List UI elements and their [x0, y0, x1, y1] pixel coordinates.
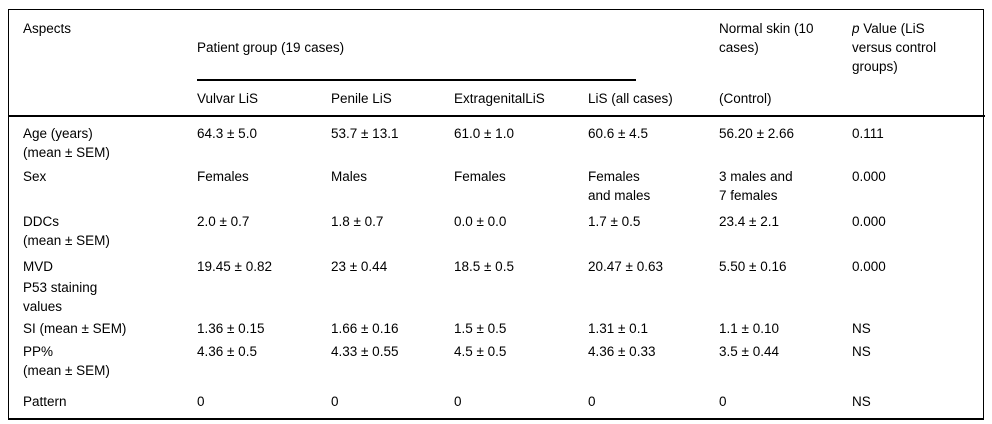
table-cell: [331, 276, 454, 316]
table-cell: Females and males: [588, 169, 651, 203]
table-cell: 1.7 ± 0.5: [588, 214, 641, 229]
table-cell: 1.36 ± 0.15: [197, 321, 265, 336]
table-cell: Males: [331, 169, 368, 184]
table-cell: 64.3 ± 5.0: [197, 126, 257, 141]
table-cell: 0: [588, 394, 596, 409]
patient-group-underline: [197, 79, 637, 81]
col-header-p-value: p Value (LiS versus control groups): [852, 10, 985, 81]
table-cell: 0.000: [852, 259, 886, 274]
table-cell: 0: [719, 394, 727, 409]
p-value-italic-symbol: p: [852, 21, 860, 36]
table-cell: [454, 276, 588, 316]
table-cell: 4.36 ± 0.5: [197, 344, 257, 359]
table-cell: 4.5 ± 0.5: [454, 344, 507, 359]
table-cell: 20.47 ± 0.63: [588, 259, 663, 274]
table-cell: 0: [454, 394, 462, 409]
row-label: P53 staining values: [23, 280, 98, 314]
table-cell: 60.6 ± 4.5: [588, 126, 648, 141]
table-cell: 0.0 ± 0.0: [454, 214, 507, 229]
table-cell: 0.000: [852, 169, 886, 184]
table-cell: 19.45 ± 0.82: [197, 259, 272, 274]
table-row-sex: Sex Females Males Females Females and ma…: [9, 167, 985, 210]
table-cell: 4.33 ± 0.55: [331, 344, 399, 359]
table-cell: 23 ± 0.44: [331, 259, 388, 274]
row-label: Pattern: [23, 394, 67, 409]
table-header: Aspects Patient group (19 cases) Normal …: [9, 10, 986, 117]
table-cell: 53.7 ± 13.1: [331, 126, 399, 141]
table-cell: 0.000: [852, 214, 886, 229]
table-row-p53-staining-values: P53 staining values: [9, 276, 985, 316]
subheader-penile-lis: Penile LiS: [331, 81, 454, 117]
table-cell: 4.36 ± 0.33: [588, 344, 656, 359]
col-header-patient-group: Patient group (19 cases): [197, 10, 719, 81]
table-cell: 1.1 ± 0.10: [719, 321, 779, 336]
table-cell: 1.8 ± 0.7: [331, 214, 384, 229]
table-row-mvd: MVD 19.45 ± 0.82 23 ± 0.44 18.5 ± 0.5 20…: [9, 255, 985, 276]
row-label: SI (mean ± SEM): [23, 321, 127, 336]
table-cell: 56.20 ± 2.66: [719, 126, 794, 141]
table-cell: NS: [852, 321, 871, 336]
table-cell: 1.5 ± 0.5: [454, 321, 507, 336]
table-cell: Females: [197, 169, 249, 184]
table-cell: NS: [852, 394, 871, 409]
comparison-table-container: Aspects Patient group (19 cases) Normal …: [8, 9, 986, 420]
row-label: Sex: [23, 169, 47, 184]
table-cell: 2.0 ± 0.7: [197, 214, 250, 229]
row-label: MVD: [23, 259, 53, 274]
table-cell: 61.0 ± 1.0: [454, 126, 514, 141]
subheader-empty-aspects: [9, 81, 197, 117]
table-cell: 1.31 ± 0.1: [588, 321, 648, 336]
table-cell: Females: [454, 169, 506, 184]
table-cell: 18.5 ± 0.5: [454, 259, 514, 274]
p-value-label: Value (LiS versus control groups): [852, 21, 937, 74]
header-row-groups: Aspects Patient group (19 cases) Normal …: [9, 10, 985, 81]
table-cell: [197, 276, 331, 316]
table-cell: [852, 276, 985, 316]
table-cell: 0: [197, 394, 205, 409]
row-label: Age (years) (mean ± SEM): [23, 126, 110, 160]
header-row-subgroups: Vulvar LiS Penile LiS ExtragenitalLiS Li…: [9, 81, 986, 117]
table-cell: [719, 276, 852, 316]
table-row-pattern: Pattern 0 0 0 0 0 NS: [9, 383, 985, 418]
table-cell: 23.4 ± 2.1: [719, 214, 779, 229]
col-header-normal-skin: Normal skin (10 cases): [719, 21, 814, 55]
table-body: Age (years) (mean ± SEM) 64.3 ± 5.0 53.7…: [9, 116, 985, 418]
subheader-lis-all-cases: LiS (all cases): [588, 81, 720, 117]
subheader-extragenital-lis: ExtragenitalLiS: [454, 81, 588, 117]
table-row-ddcs: DDCs (mean ± SEM) 2.0 ± 0.7 1.8 ± 0.7 0.…: [9, 210, 985, 255]
comparison-table: Aspects Patient group (19 cases) Normal …: [9, 10, 986, 418]
table-row-pp-percent: PP% (mean ± SEM) 4.36 ± 0.5 4.33 ± 0.55 …: [9, 340, 985, 383]
row-label: DDCs (mean ± SEM): [23, 214, 110, 248]
table-row-age: Age (years) (mean ± SEM) 64.3 ± 5.0 53.7…: [9, 116, 985, 167]
table-cell: NS: [852, 344, 871, 359]
table-cell: 0: [331, 394, 339, 409]
subheader-empty-pvalue: [852, 81, 986, 117]
table-cell: 5.50 ± 0.16: [719, 259, 787, 274]
table-cell: 0.111: [852, 126, 884, 141]
table-cell: [588, 276, 719, 316]
subheader-vulvar-lis: Vulvar LiS: [197, 81, 331, 117]
subheader-control: (Control): [719, 81, 853, 117]
row-label: PP% (mean ± SEM): [23, 344, 110, 378]
col-header-aspects: Aspects: [23, 21, 72, 36]
table-cell: 3 males and 7 females: [719, 169, 793, 203]
table-cell: 1.66 ± 0.16: [331, 321, 399, 336]
patient-group-label: Patient group (19 cases): [197, 40, 345, 55]
table-cell: 3.5 ± 0.44: [719, 344, 779, 359]
table-row-si: SI (mean ± SEM) 1.36 ± 0.15 1.66 ± 0.16 …: [9, 316, 985, 340]
